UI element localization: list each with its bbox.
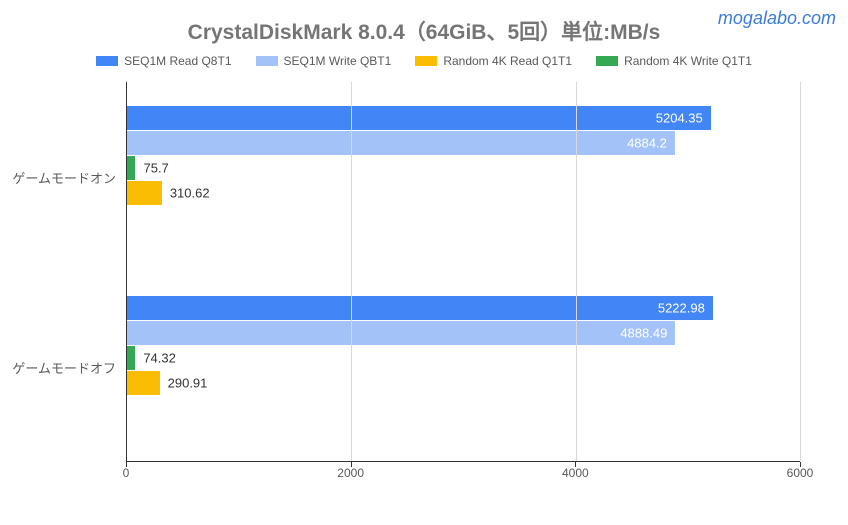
bar: 5222.98 <box>127 296 713 320</box>
x-axis-label: 2000 <box>337 466 364 480</box>
bar-group: 5222.98 4888.49 74.32 290.91 <box>127 272 800 462</box>
gridline <box>800 82 801 461</box>
bar-row: 4884.2 <box>127 131 800 155</box>
bar-value-label: 5222.98 <box>658 300 705 315</box>
legend-item: Random 4K Write Q1T1 <box>596 54 752 68</box>
bar-value-label: 75.7 <box>143 161 168 176</box>
bar-row: 74.32 <box>127 346 800 370</box>
legend-swatch <box>596 56 618 66</box>
legend-item: SEQ1M Write QBT1 <box>256 54 392 68</box>
gridline <box>351 82 352 461</box>
legend-swatch <box>415 56 437 66</box>
bar-value-label: 74.32 <box>143 350 176 365</box>
bar: 4888.49 <box>127 321 675 345</box>
bar-value-label: 4888.49 <box>620 325 667 340</box>
y-axis-label: ゲームモードオフ <box>0 272 122 462</box>
bar-value-label: 290.91 <box>168 375 208 390</box>
x-tick <box>126 462 127 467</box>
bar <box>127 181 162 205</box>
bar-row: 75.7 <box>127 156 800 180</box>
bar <box>127 371 160 395</box>
bar-row: 5222.98 <box>127 296 800 320</box>
x-tick <box>800 462 801 467</box>
bar-value-label: 5204.35 <box>656 111 703 126</box>
bar <box>127 156 135 180</box>
legend-label: SEQ1M Write QBT1 <box>284 54 392 68</box>
bar-row: 310.62 <box>127 181 800 205</box>
x-tick <box>351 462 352 467</box>
bar-row: 290.91 <box>127 371 800 395</box>
chart: ゲームモードオンゲームモードオフ 5204.354884.275.7310.62… <box>126 82 800 478</box>
bar-value-label: 4884.2 <box>627 136 667 151</box>
legend-item: Random 4K Read Q1T1 <box>415 54 572 68</box>
x-axis-label: 6000 <box>787 466 814 480</box>
x-axis-label: 4000 <box>562 466 589 480</box>
gridline <box>576 82 577 461</box>
bar: 5204.35 <box>127 106 711 130</box>
legend-label: SEQ1M Read Q8T1 <box>124 54 231 68</box>
y-axis-label: ゲームモードオン <box>0 82 122 272</box>
legend-item: SEQ1M Read Q8T1 <box>96 54 231 68</box>
legend-label: Random 4K Write Q1T1 <box>624 54 752 68</box>
bar-row: 5204.35 <box>127 106 800 130</box>
plot-area: 5204.35 4884.2 75.7310.62 5222.98 4888.49 74.… <box>126 82 800 462</box>
bar-group: 5204.35 4884.2 75.7310.62 <box>127 82 800 272</box>
bar-row: 4888.49 <box>127 321 800 345</box>
watermark: mogalabo.com <box>718 8 836 29</box>
bar-value-label: 310.62 <box>170 186 210 201</box>
legend: SEQ1M Read Q8T1 SEQ1M Write QBT1 Random 4K… <box>0 46 848 82</box>
bar: 4884.2 <box>127 131 675 155</box>
legend-swatch <box>256 56 278 66</box>
x-axis-label: 0 <box>123 466 130 480</box>
bar <box>127 346 135 370</box>
x-tick <box>575 462 576 467</box>
legend-label: Random 4K Read Q1T1 <box>443 54 572 68</box>
legend-swatch <box>96 56 118 66</box>
